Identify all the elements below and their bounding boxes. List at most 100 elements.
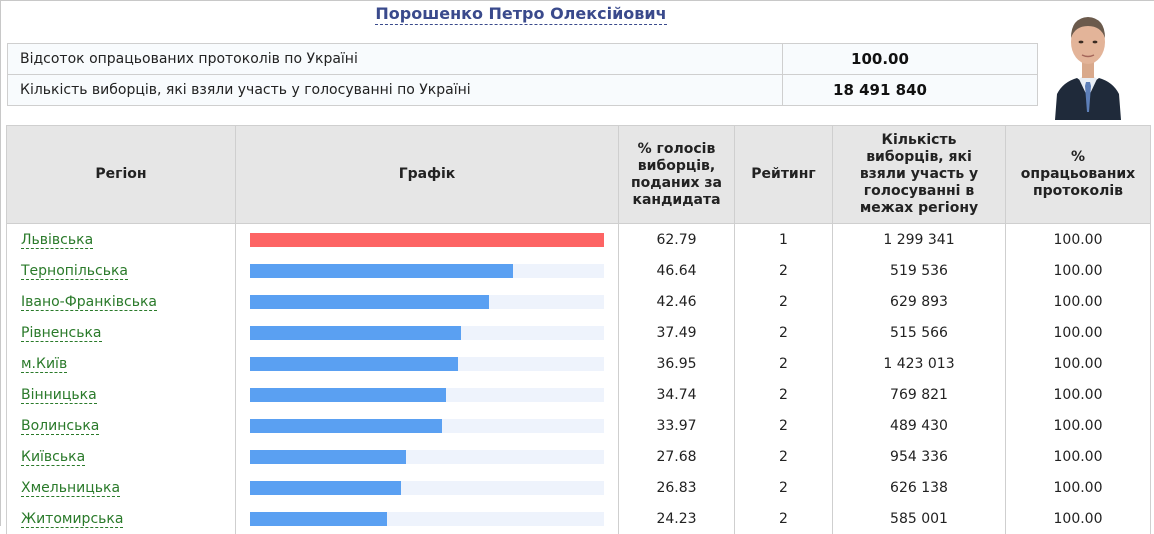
bar-fill bbox=[250, 512, 387, 526]
chart-cell bbox=[236, 348, 619, 379]
rank-cell: 2 bbox=[735, 348, 833, 379]
bar-fill bbox=[250, 326, 461, 340]
processed-cell: 100.00 bbox=[1006, 348, 1151, 379]
rank-cell: 2 bbox=[735, 472, 833, 503]
percent-cell: 24.23 bbox=[619, 503, 735, 534]
region-link[interactable]: Київська bbox=[21, 449, 85, 466]
bar-fill bbox=[250, 481, 401, 495]
rank-cell: 2 bbox=[735, 503, 833, 534]
voters-cell: 629 893 bbox=[833, 286, 1006, 317]
voters-cell: 585 001 bbox=[833, 503, 1006, 534]
percent-cell: 27.68 bbox=[619, 441, 735, 472]
region-link[interactable]: м.Київ bbox=[21, 356, 67, 373]
region-cell: Хмельницька bbox=[7, 472, 236, 503]
voters-cell: 515 566 bbox=[833, 317, 1006, 348]
percent-cell: 46.64 bbox=[619, 255, 735, 286]
voters-cell: 519 536 bbox=[833, 255, 1006, 286]
bar-track bbox=[250, 512, 604, 526]
summary-label: Кількість виборців, які взяли участь у г… bbox=[8, 75, 783, 106]
chart-cell bbox=[236, 379, 619, 410]
rank-cell: 2 bbox=[735, 317, 833, 348]
processed-cell: 100.00 bbox=[1006, 503, 1151, 534]
bar-fill bbox=[250, 450, 406, 464]
chart-cell bbox=[236, 224, 619, 256]
region-link[interactable]: Вінницька bbox=[21, 387, 97, 404]
region-cell: Житомирська bbox=[7, 503, 236, 534]
region-link[interactable]: Тернопільська bbox=[21, 263, 128, 280]
percent-cell: 37.49 bbox=[619, 317, 735, 348]
candidate-photo bbox=[1053, 2, 1123, 120]
bar-track bbox=[250, 481, 604, 495]
bar-track bbox=[250, 295, 604, 309]
region-link[interactable]: Рівненська bbox=[21, 325, 102, 342]
chart-cell bbox=[236, 441, 619, 472]
header-region: Регіон bbox=[7, 126, 236, 224]
summary-row: Кількість виборців, які взяли участь у г… bbox=[8, 75, 1038, 106]
chart-cell bbox=[236, 410, 619, 441]
header-voters: Кількість виборців, які взяли участь у г… bbox=[833, 126, 1006, 224]
voters-cell: 1 423 013 bbox=[833, 348, 1006, 379]
region-link[interactable]: Івано-Франківська bbox=[21, 294, 157, 311]
region-cell: Вінницька bbox=[7, 379, 236, 410]
chart-cell bbox=[236, 286, 619, 317]
region-cell: м.Київ bbox=[7, 348, 236, 379]
bar-track bbox=[250, 450, 604, 464]
bar-track bbox=[250, 388, 604, 402]
results-header-row: Регіон Графік % голосів виборців, подани… bbox=[7, 126, 1151, 224]
processed-cell: 100.00 bbox=[1006, 379, 1151, 410]
voters-cell: 769 821 bbox=[833, 379, 1006, 410]
summary-label: Відсоток опрацьованих протоколів по Укра… bbox=[8, 44, 783, 75]
voters-cell: 489 430 bbox=[833, 410, 1006, 441]
region-link[interactable]: Хмельницька bbox=[21, 480, 120, 497]
header-percent-text: % голосів виборців, поданих за кандидата bbox=[629, 141, 725, 209]
region-link[interactable]: Львівська bbox=[21, 232, 93, 249]
processed-cell: 100.00 bbox=[1006, 472, 1151, 503]
region-link[interactable]: Житомирська bbox=[21, 511, 123, 528]
bar-track bbox=[250, 419, 604, 433]
bar-track bbox=[250, 264, 604, 278]
percent-cell: 36.95 bbox=[619, 348, 735, 379]
bar-fill bbox=[250, 295, 489, 309]
header-chart: Графік bbox=[236, 126, 619, 224]
chart-cell bbox=[236, 472, 619, 503]
processed-cell: 100.00 bbox=[1006, 317, 1151, 348]
candidate-portrait-image bbox=[1053, 2, 1123, 120]
header-processed: % опрацьованих протоколів bbox=[1006, 126, 1151, 224]
processed-cell: 100.00 bbox=[1006, 441, 1151, 472]
candidate-name-link[interactable]: Порошенко Петро Олексійович bbox=[375, 4, 666, 25]
region-cell: Львівська bbox=[7, 224, 236, 256]
percent-cell: 42.46 bbox=[619, 286, 735, 317]
rank-cell: 2 bbox=[735, 286, 833, 317]
voters-cell: 1 299 341 bbox=[833, 224, 1006, 256]
bar-fill bbox=[250, 357, 458, 371]
region-cell: Рівненська bbox=[7, 317, 236, 348]
summary-row: Відсоток опрацьованих протоколів по Укра… bbox=[8, 44, 1038, 75]
processed-cell: 100.00 bbox=[1006, 224, 1151, 256]
summary-table: Відсоток опрацьованих протоколів по Укра… bbox=[7, 43, 1038, 106]
bar-track bbox=[250, 233, 604, 247]
summary-value: 100.00 bbox=[783, 44, 1038, 75]
rank-cell: 2 bbox=[735, 410, 833, 441]
bar-track bbox=[250, 357, 604, 371]
candidate-title: Порошенко Петро Олексійович bbox=[0, 4, 1042, 23]
rank-cell: 2 bbox=[735, 441, 833, 472]
header-rank: Рейтинг bbox=[735, 126, 833, 224]
voters-cell: 626 138 bbox=[833, 472, 1006, 503]
header-percent: % голосів виборців, поданих за кандидата bbox=[619, 126, 735, 224]
region-cell: Івано-Франківська bbox=[7, 286, 236, 317]
processed-cell: 100.00 bbox=[1006, 410, 1151, 441]
percent-cell: 33.97 bbox=[619, 410, 735, 441]
bar-track bbox=[250, 326, 604, 340]
bar-fill bbox=[250, 388, 446, 402]
region-link[interactable]: Волинська bbox=[21, 418, 99, 435]
processed-cell: 100.00 bbox=[1006, 255, 1151, 286]
